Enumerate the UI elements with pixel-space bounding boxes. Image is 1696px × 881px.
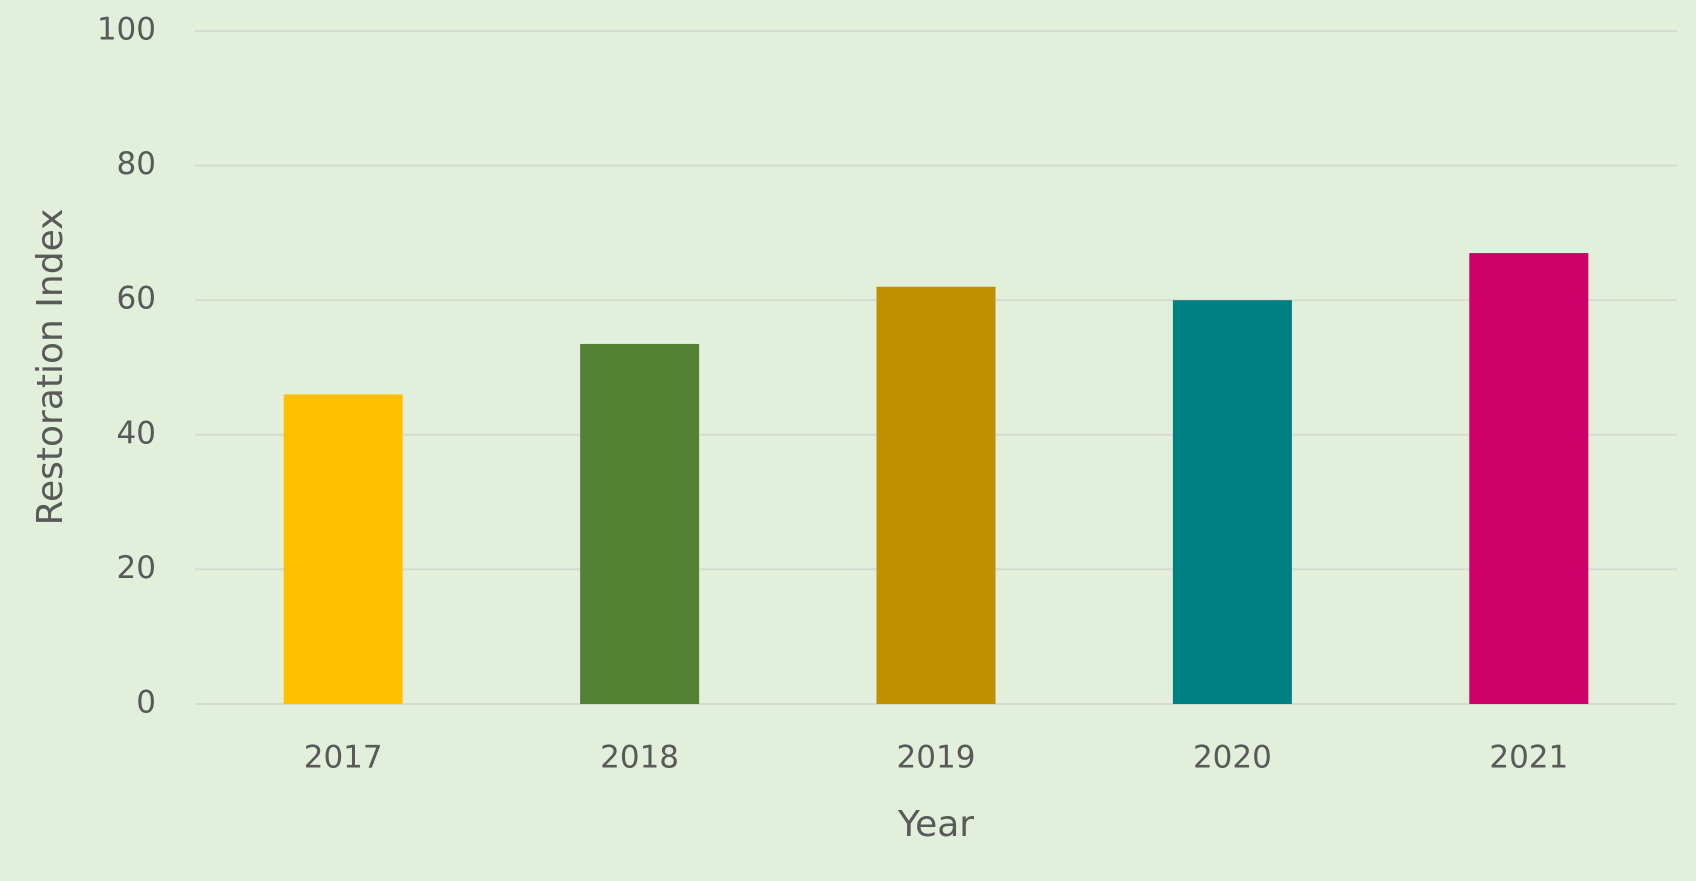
y-tick-label: 20 (117, 550, 156, 586)
x-tick-label: 2019 (897, 740, 976, 776)
bar (876, 286, 996, 704)
bar (1172, 300, 1292, 704)
y-tick-label: 0 (136, 685, 156, 721)
y-axis-title: Restoration Index (30, 209, 71, 526)
y-tick-label: 100 (97, 12, 156, 48)
x-tick-label: 2018 (600, 740, 679, 776)
y-tick-label: 40 (117, 415, 156, 451)
y-tick-label: 60 (117, 281, 156, 317)
x-tick-label: 2017 (304, 740, 383, 776)
bar (283, 394, 403, 704)
x-axis-title: Year (897, 804, 974, 845)
y-tick-label: 80 (117, 146, 156, 182)
x-tick-label: 2021 (1489, 740, 1568, 776)
x-tick-label: 2020 (1193, 740, 1272, 776)
bar (580, 343, 700, 704)
bar (1469, 253, 1589, 704)
